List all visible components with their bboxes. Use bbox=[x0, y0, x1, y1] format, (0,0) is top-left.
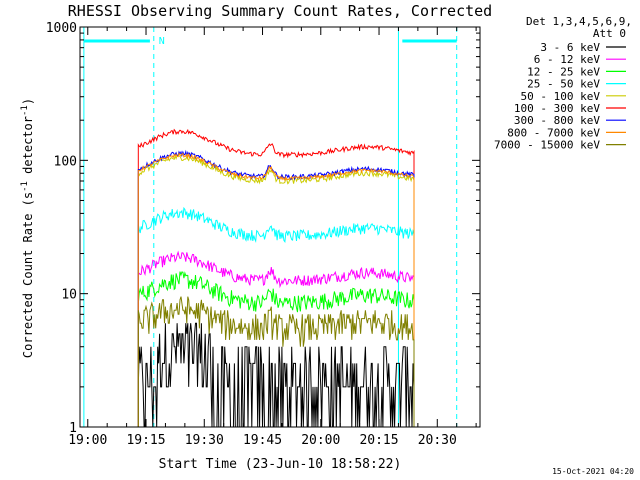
x-tick-label: 20:00 bbox=[301, 433, 340, 448]
x-tick-label: 20:30 bbox=[418, 433, 457, 448]
legend-label: 3 - 6 keV bbox=[540, 41, 600, 54]
series-line-8 bbox=[137, 296, 415, 427]
footer-timestamp: 15-Oct-2021 04:20 bbox=[552, 467, 634, 476]
series-line-3 bbox=[137, 206, 415, 427]
legend-label: 800 - 7000 keV bbox=[507, 126, 600, 139]
plot-area: N bbox=[83, 27, 458, 428]
legend-label: 12 - 25 keV bbox=[527, 65, 600, 78]
x-tick-label: 19:15 bbox=[126, 433, 165, 448]
legend-label: 300 - 800 keV bbox=[514, 114, 600, 127]
y-tick-label: 100 bbox=[54, 154, 77, 169]
legend-label: 7000 - 15000 keV bbox=[494, 139, 600, 152]
x-axis-label: Start Time (23-Jun-10 18:58:22) bbox=[159, 457, 402, 472]
series-line-1 bbox=[137, 250, 415, 427]
legend-subtitle: Att 0 bbox=[593, 27, 626, 40]
legend-label: 6 - 12 keV bbox=[534, 53, 601, 66]
saa-marker-label: N bbox=[159, 36, 165, 47]
legend-title: Det 1,3,4,5,6,9, bbox=[526, 15, 632, 28]
y-axis: 1 10 100 1000 bbox=[46, 21, 480, 436]
chart-title: RHESSI Observing Summary Count Rates, Co… bbox=[68, 2, 492, 20]
series-line-7 bbox=[137, 152, 415, 427]
legend-label: 25 - 50 keV bbox=[527, 78, 600, 91]
y-tick-label: 1000 bbox=[46, 21, 77, 36]
series-line-2 bbox=[137, 271, 415, 427]
series-line-0 bbox=[137, 322, 415, 428]
x-tick-label: 19:45 bbox=[243, 433, 282, 448]
y-tick-label: 10 bbox=[61, 288, 77, 303]
series-line-5 bbox=[137, 128, 415, 427]
legend-label: 50 - 100 keV bbox=[521, 90, 601, 103]
plot-frame bbox=[79, 26, 481, 428]
series-line-4 bbox=[137, 154, 415, 427]
legend-label: 100 - 300 keV bbox=[514, 102, 600, 115]
x-tick-label: 20:15 bbox=[359, 433, 398, 448]
y-axis-label: Corrected Count Rate (s-1 detector-1) bbox=[20, 98, 35, 358]
x-tick-label: 19:30 bbox=[185, 433, 224, 448]
series-line-6 bbox=[137, 149, 415, 427]
y-tick-label: 1 bbox=[69, 421, 77, 436]
x-axis: 19:00 19:15 19:30 19:45 20:00 20:15 20:30 bbox=[68, 27, 477, 448]
x-tick-label: 19:00 bbox=[68, 433, 107, 448]
